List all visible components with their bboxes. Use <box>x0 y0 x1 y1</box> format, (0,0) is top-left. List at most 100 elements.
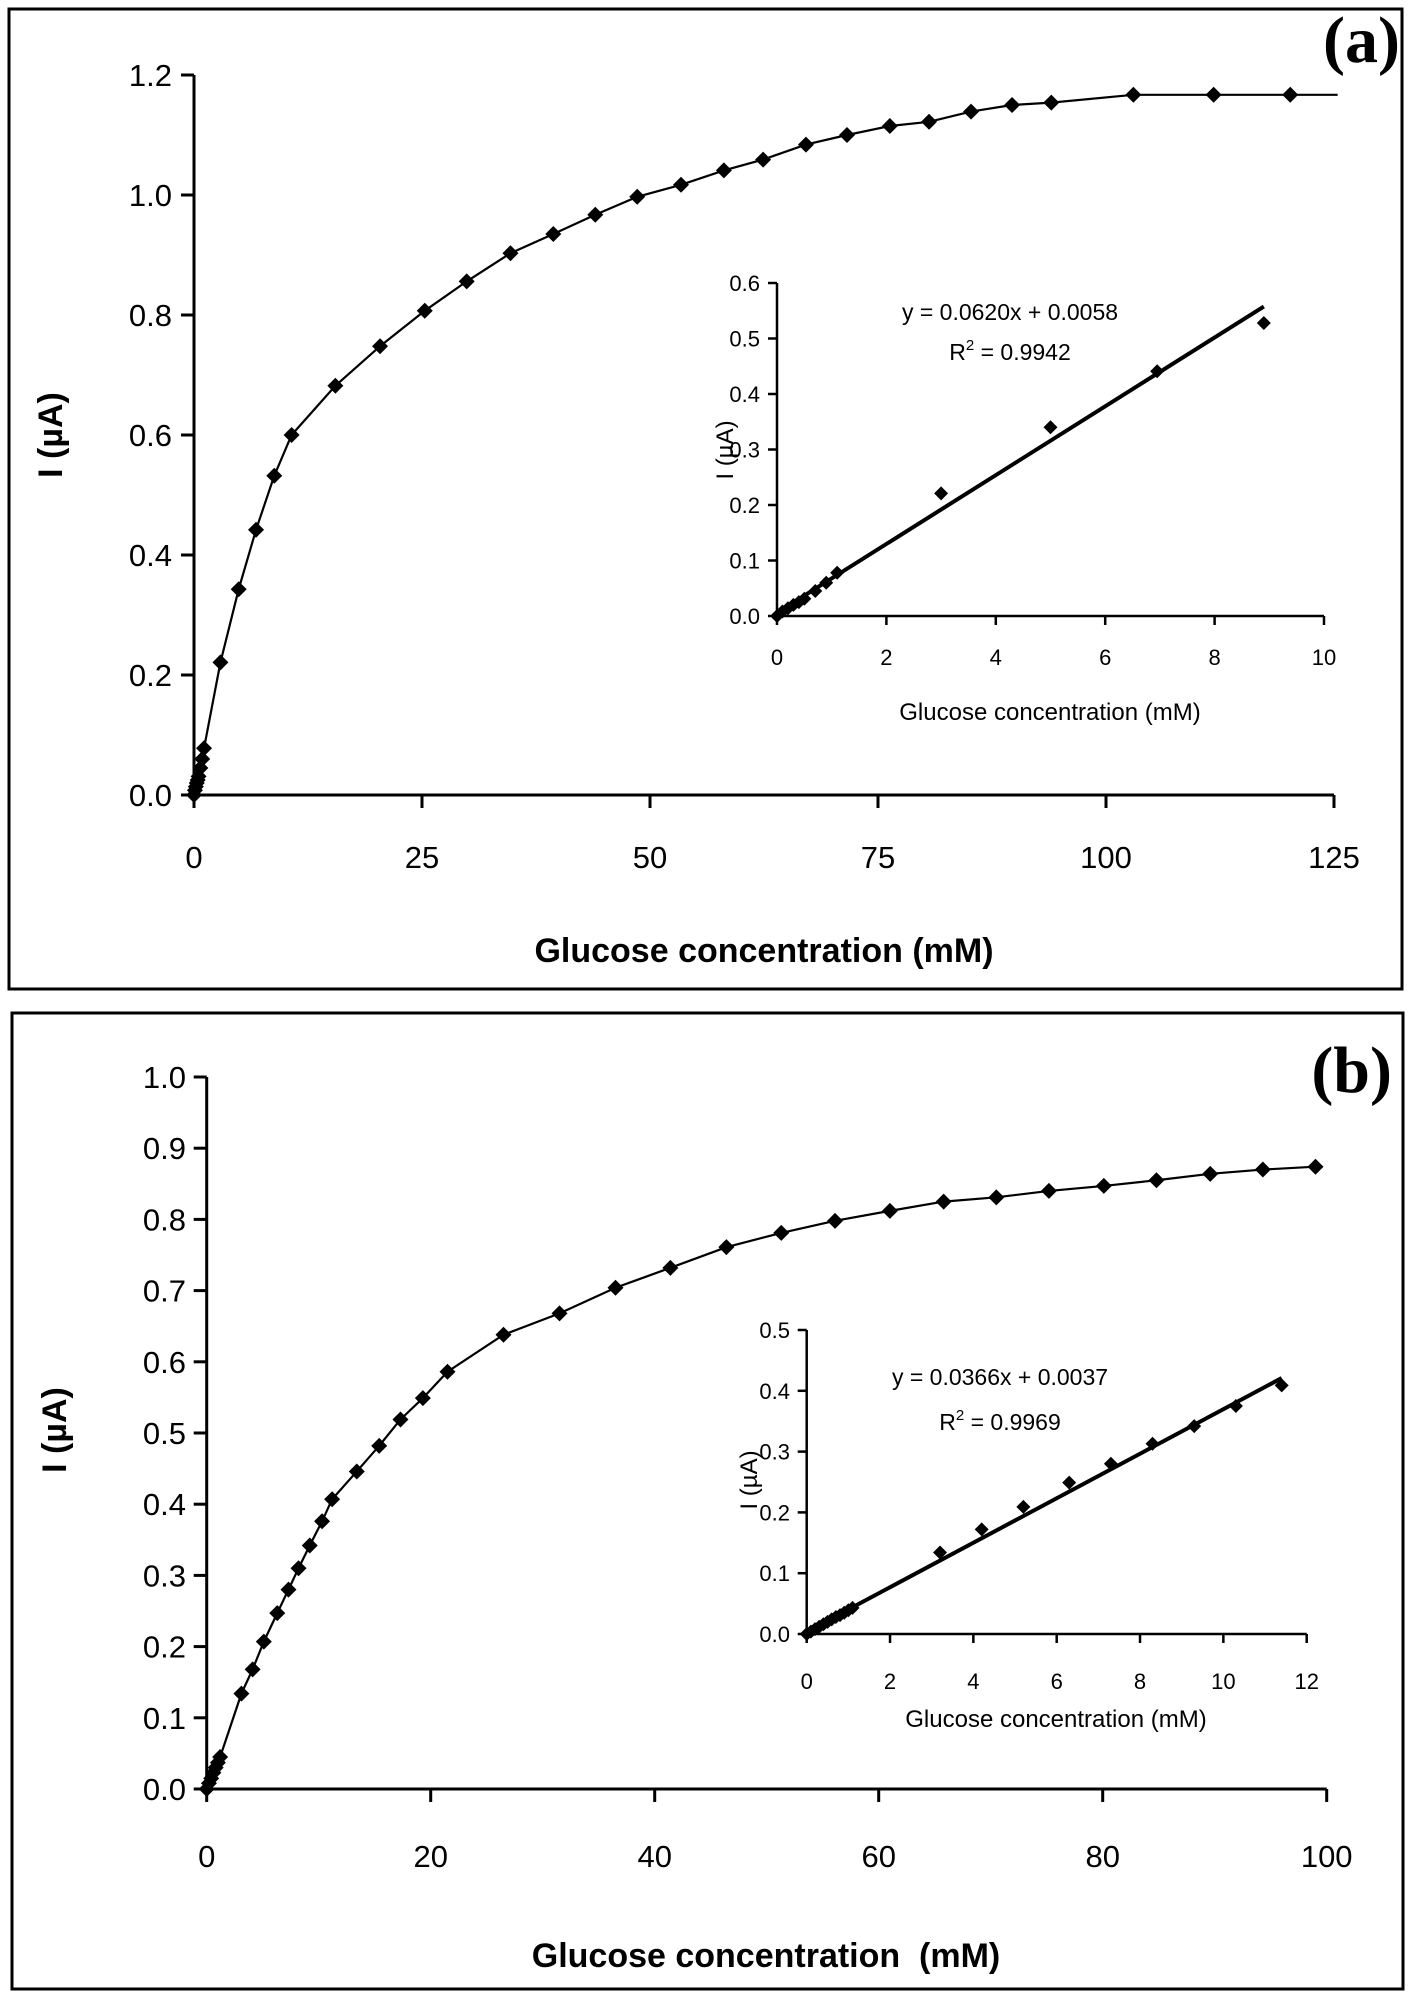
a-main-data-point <box>1205 86 1222 103</box>
b-inset-data-point <box>1274 1378 1289 1393</box>
a-inset-x-tick-label: 6 <box>1099 645 1111 670</box>
panel-b-inset-r2: R2 = 0.9969 <box>939 1407 1061 1435</box>
a-main-y-tick-label: 1.2 <box>129 58 172 93</box>
panel-a-frame <box>7 7 1404 991</box>
a-inset-x-tick-label: 8 <box>1208 645 1220 670</box>
b-main-y-tick-label: 0.0 <box>143 1772 186 1807</box>
panel-b-y-axis-title: I (µA) <box>36 1387 74 1473</box>
panel-a-y-axis-title: I (µA) <box>32 392 70 478</box>
a-main-data-point <box>1125 86 1142 103</box>
a-main-data-point <box>838 127 855 143</box>
a-main-data-point <box>1004 97 1021 113</box>
panel-b: (b) 0.00.10.20.30.40.50.60.70.80.91.00 20… <box>10 1011 1405 1991</box>
b-main-x-tick-label: 60 <box>861 1839 895 1874</box>
a-main-data-point <box>196 740 213 757</box>
a-main-x-tick-label: 75 <box>861 840 895 875</box>
panel-a-main-plot: 0.00.20.40.60.81.01.20 25 50 75 100 125 <box>129 58 1360 875</box>
a-main-data-point <box>327 377 344 394</box>
a-main-y-tick-label: 0.2 <box>129 658 172 693</box>
a-inset-data-point <box>1150 364 1165 379</box>
b-main-data-point <box>255 1633 272 1650</box>
b-inset-x-tick-label: 4 <box>967 1669 979 1694</box>
a-main-x-tick-label: 25 <box>405 840 439 875</box>
a-main-x-tick-label: 50 <box>633 840 667 875</box>
a-main-data-point <box>921 113 938 130</box>
b-inset-y-tick-label: 0.3 <box>759 1440 790 1465</box>
a-main-data-point <box>963 103 980 120</box>
a-main-y-tick-label: 0.8 <box>129 298 172 333</box>
b-main-data-point <box>1202 1165 1219 1182</box>
b-main-data-point <box>301 1537 318 1554</box>
b-inset-data-point <box>933 1545 948 1560</box>
a-inset-y-tick-label: 0.1 <box>729 549 760 574</box>
b-main-data-point <box>1254 1161 1271 1178</box>
b-main-data-point <box>371 1437 388 1454</box>
b-inset-data-point <box>1145 1436 1160 1451</box>
a-main-data-point <box>372 338 389 355</box>
b-main-x-tick-label: 0 <box>198 1839 215 1874</box>
a-inset-y-tick-label: 0.6 <box>729 271 760 296</box>
a-inset-x-tick-label: 4 <box>990 645 1002 670</box>
panel-a-x-axis-title: Glucose concentration (mM) <box>534 932 993 970</box>
b-inset-y-tick-label: 0.4 <box>759 1379 790 1404</box>
b-inset-x-tick-label: 10 <box>1211 1669 1235 1694</box>
a-inset-data-point <box>819 575 834 590</box>
r2-label: R <box>939 1409 956 1435</box>
b-main-data-point <box>439 1363 456 1380</box>
a-main-data-point <box>587 206 604 223</box>
b-inset-linear-fit-line <box>805 1376 1283 1634</box>
b-main-data-point <box>269 1605 286 1622</box>
b-inset-data-point <box>974 1522 989 1537</box>
a-main-data-point <box>1282 86 1299 103</box>
b-main-data-point <box>718 1239 735 1256</box>
b-main-y-tick-label: 0.2 <box>143 1630 186 1665</box>
b-main-data-point <box>881 1202 898 1219</box>
b-inset-x-tick-label: 8 <box>1134 1669 1146 1694</box>
a-inset-y-tick-label: 0.0 <box>729 604 760 629</box>
b-main-y-tick-label: 0.6 <box>143 1345 186 1380</box>
b-main-data-point <box>290 1560 307 1577</box>
b-main-data-point <box>773 1224 790 1241</box>
panel-b-label: (b) <box>1311 1034 1392 1107</box>
b-main-data-point <box>324 1491 341 1508</box>
a-main-data-point <box>715 162 732 179</box>
a-inset-data-point <box>1043 420 1058 435</box>
a-inset-y-tick-label: 0.2 <box>729 493 760 518</box>
panel-a-inset-equation: y = 0.0620x + 0.0058 <box>902 299 1118 325</box>
b-main-data-point <box>1307 1158 1324 1175</box>
b-main-x-tick-label: 40 <box>637 1839 671 1874</box>
b-main-data-point <box>414 1390 431 1407</box>
b-inset-x-tick-label: 2 <box>884 1669 896 1694</box>
r2-superscript: 2 <box>956 1407 964 1424</box>
b-main-data-point <box>988 1189 1005 1206</box>
panel-a-inset-y-axis-title: I (µA) <box>712 420 739 479</box>
a-main-data-point <box>230 581 247 598</box>
a-inset-x-tick-label: 10 <box>1312 645 1336 670</box>
a-main-y-tick-label: 0.0 <box>129 778 172 813</box>
b-main-x-tick-label: 20 <box>413 1839 447 1874</box>
b-main-data-point <box>607 1279 624 1296</box>
panel-a-label: (a) <box>1323 4 1400 77</box>
b-inset-x-tick-label: 6 <box>1051 1669 1063 1694</box>
a-main-data-point <box>416 302 433 319</box>
a-main-series-line <box>192 93 1338 796</box>
b-main-y-tick-label: 0.4 <box>143 1487 186 1522</box>
b-main-data-point <box>495 1326 512 1343</box>
b-main-data-point <box>1148 1172 1165 1189</box>
panel-b-inset-x-axis-title: Glucose concentration (mM) <box>905 1706 1206 1733</box>
panel-a-inset: 0.0 0.1 0.2 0.3 0.4 0.5 0.6 0 2 4 6 8 10 <box>729 271 1336 670</box>
b-main-x-tick-label: 100 <box>1301 1839 1353 1874</box>
a-inset-data-point <box>797 591 812 606</box>
panel-b-inset: 0.0 0.1 0.2 0.3 0.4 0.5 0 2 4 6 8 10 12 <box>759 1318 1319 1694</box>
b-inset-data-point <box>1103 1456 1118 1471</box>
a-main-data-point <box>545 226 562 242</box>
b-inset-data-point <box>1016 1499 1031 1514</box>
panel-a-inset-r2: R2 = 0.9942 <box>949 337 1071 365</box>
b-main-x-tick-label: 80 <box>1085 1839 1119 1874</box>
r2-superscript: 2 <box>966 337 974 354</box>
b-main-data-point <box>1095 1177 1112 1194</box>
b-inset-data-point <box>1228 1399 1243 1413</box>
b-inset-x-tick-label: 0 <box>801 1669 813 1694</box>
b-main-data-point <box>244 1661 261 1678</box>
